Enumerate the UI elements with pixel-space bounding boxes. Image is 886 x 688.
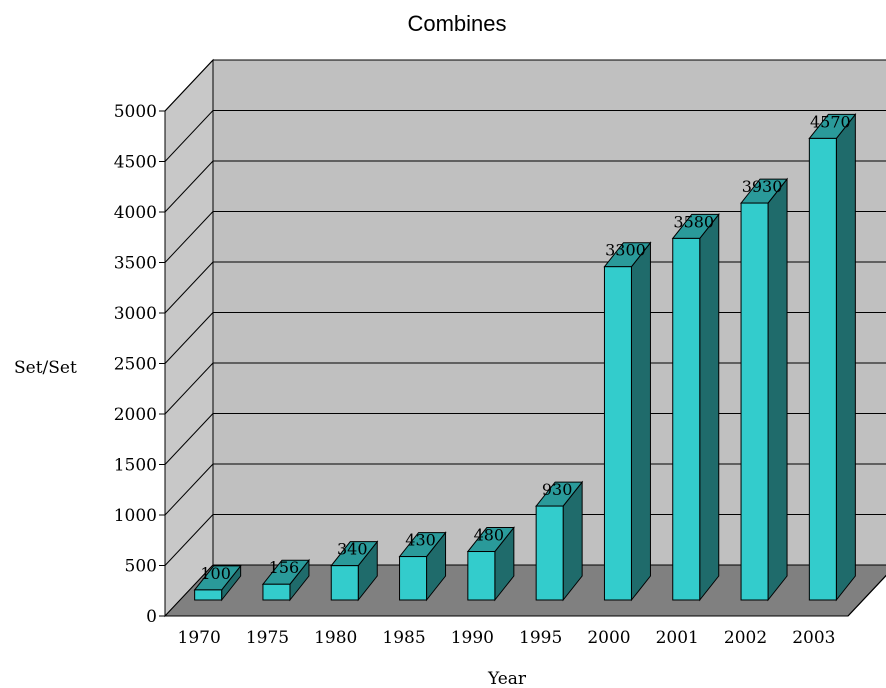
x-tick-label: 2001 <box>656 628 699 648</box>
bar-front <box>262 583 291 601</box>
data-label: 100 <box>200 564 231 583</box>
bar: 430 <box>398 531 447 602</box>
y-tick-label: 0 <box>146 607 157 627</box>
x-tick-label: 1980 <box>314 628 357 648</box>
y-tick-label: 1000 <box>114 506 157 526</box>
bar-front <box>740 202 769 601</box>
bar-front <box>194 589 223 601</box>
bar: 930 <box>535 480 584 602</box>
bar: 3580 <box>671 212 720 602</box>
data-label: 430 <box>405 531 436 550</box>
bars: 100 156 340 430 480 930 3300 3580 3930 4570 <box>193 112 857 602</box>
gridline-side <box>164 413 214 465</box>
bar: 100 <box>193 564 242 602</box>
gridline-side <box>164 160 214 213</box>
y-tick-label: 4500 <box>114 153 157 173</box>
y-axis-ticks: 0 500 1000 1500 2000 2500 3000 3500 4000 4500 5000 <box>114 102 166 627</box>
bar: 340 <box>330 540 379 602</box>
data-label: 4570 <box>810 112 851 131</box>
y-axis-label: Set/Set <box>14 358 77 378</box>
x-tick-label: 1990 <box>451 628 494 648</box>
bar: 3300 <box>603 241 652 602</box>
data-label: 3930 <box>742 177 783 196</box>
gridline-side <box>164 514 214 566</box>
data-label: 3300 <box>605 241 646 260</box>
bar: 480 <box>466 526 515 602</box>
x-tick-label: 1995 <box>519 628 562 648</box>
data-label: 930 <box>542 480 573 499</box>
bar-side <box>630 241 651 602</box>
y-tick-label: 4000 <box>114 203 157 223</box>
y-tick-label: 3500 <box>114 254 157 274</box>
x-axis-ticks: 1970 1975 1980 1985 1990 1995 2000 2001 2002 2003 <box>165 615 848 648</box>
bar-side <box>767 177 788 602</box>
bar-front <box>603 266 632 601</box>
x-axis-label: Year <box>487 669 527 688</box>
bar: 156 <box>261 558 310 602</box>
bar-front <box>672 237 701 601</box>
bar-side <box>699 212 720 602</box>
gridline-side <box>164 463 214 516</box>
gridline-side <box>164 110 214 162</box>
chart-title: Combines <box>407 11 506 36</box>
bar-front <box>808 137 837 601</box>
bar-front <box>399 556 428 601</box>
gridline-side <box>164 362 214 415</box>
gridline-side <box>164 312 214 364</box>
bar-side <box>835 112 856 602</box>
data-label: 340 <box>337 540 368 559</box>
x-tick-label: 1970 <box>178 628 221 648</box>
y-tick-label: 3000 <box>114 304 157 324</box>
x-tick-label: 2000 <box>587 628 630 648</box>
data-label: 156 <box>269 558 300 577</box>
y-tick-label: 500 <box>125 557 157 577</box>
bar: 4570 <box>808 112 857 602</box>
gridline-side <box>164 261 214 314</box>
y-tick-label: 5000 <box>114 102 157 122</box>
bar-front <box>330 565 359 601</box>
y-tick-label: 2000 <box>114 405 157 425</box>
x-tick-label: 1975 <box>246 628 289 648</box>
data-label: 3580 <box>673 212 714 231</box>
x-tick-label: 1985 <box>382 628 425 648</box>
bar-front <box>535 505 564 601</box>
x-tick-label: 2002 <box>724 628 767 648</box>
gridline-side <box>164 211 214 263</box>
data-label: 480 <box>474 526 505 545</box>
gridline-side <box>164 59 214 112</box>
y-tick-label: 1500 <box>114 456 157 476</box>
bar-front <box>467 551 496 601</box>
y-tick-label: 2500 <box>114 355 157 375</box>
floor-edge <box>847 574 886 617</box>
bar: 3930 <box>740 177 789 602</box>
x-tick-label: 2003 <box>792 628 835 648</box>
